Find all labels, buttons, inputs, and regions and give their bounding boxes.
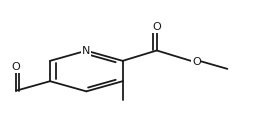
Text: O: O — [192, 57, 201, 66]
Text: N: N — [82, 46, 90, 56]
Text: O: O — [12, 62, 20, 72]
Text: O: O — [152, 22, 161, 32]
